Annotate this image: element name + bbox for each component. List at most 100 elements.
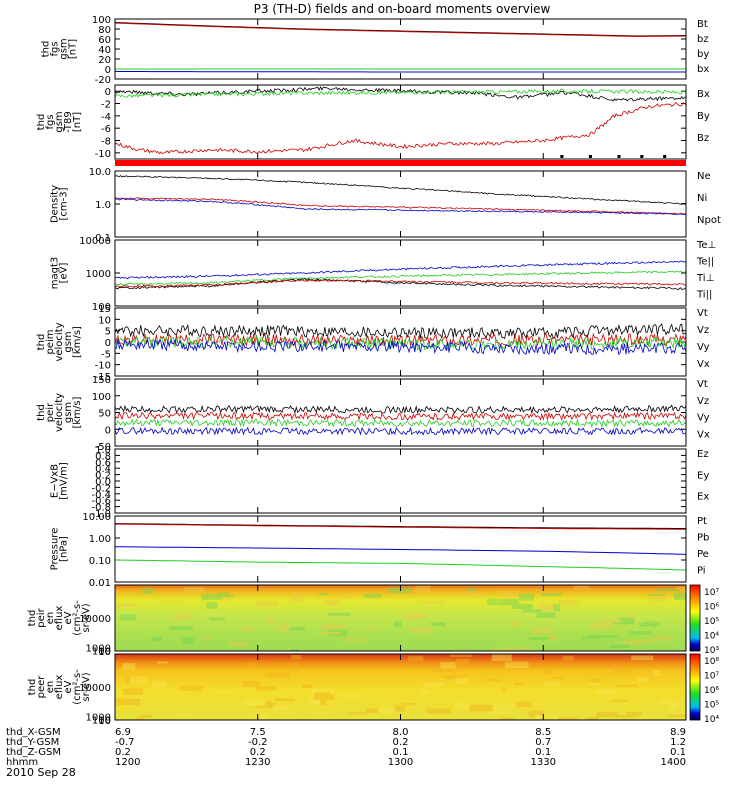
series-line-Pb [115, 523, 686, 530]
series-group [115, 404, 686, 436]
legend-Pt: Pt [697, 516, 707, 527]
heatmap-cell [247, 714, 270, 720]
ytick-label: 100 [92, 302, 111, 313]
heatmap-cell [291, 596, 303, 602]
heatmap-cell [548, 635, 558, 641]
heatmap-cell [510, 621, 522, 626]
heatmap-cell [538, 604, 554, 612]
ytick-label: -1.0 [91, 509, 111, 520]
ytick-label: 40 [98, 45, 111, 56]
heatmap-cell [492, 703, 513, 709]
heatmap-cell [308, 700, 327, 706]
legend-Ni: Ni [697, 193, 707, 204]
heatmap-cell [410, 627, 434, 633]
series-group [115, 260, 686, 290]
heatmap-cell [267, 672, 291, 678]
heatmap-cell [119, 614, 137, 621]
heatmap-cell [491, 648, 510, 651]
legend-By: By [697, 111, 710, 122]
heatmap-cell [346, 712, 369, 715]
heatmap-cell [430, 668, 455, 672]
xaxis-tick-value: 0.1 [670, 747, 686, 758]
series-line-Vx [115, 426, 686, 436]
ytick-label: 1000 [86, 713, 111, 724]
ylabel-line: eV [63, 611, 74, 624]
heatmap-cell [201, 593, 222, 601]
series-line-Ni [115, 175, 686, 205]
heatmap-cell [484, 678, 501, 682]
ylabel-line: peir [36, 607, 47, 627]
ylabel-line: thd [36, 114, 47, 131]
heatmap-cell [587, 716, 599, 720]
ylabel-line: Density [50, 185, 61, 223]
legend-Vt: Vt [697, 379, 708, 390]
figure-title: P3 (TH-D) fields and on-board moments ov… [254, 2, 551, 16]
series-line-Bz [115, 101, 686, 155]
heatmap-cell [191, 686, 203, 692]
ylabel-line: [nT] [68, 39, 79, 59]
ytick-label: 150 [92, 375, 111, 386]
legend-bz: bz [697, 34, 709, 45]
heatmap-cell [617, 617, 635, 625]
heatmap-cell [308, 699, 321, 706]
heatmap-cell [615, 684, 638, 687]
panel-density [114, 170, 687, 238]
panel-peim_velocity [114, 307, 687, 377]
heatmap-cell [674, 593, 686, 601]
heatmap-cell [660, 700, 670, 705]
heatmap-cell [156, 661, 168, 664]
colorbar-label: 10⁵ [704, 617, 719, 627]
legend-Te||: Te|| [696, 257, 714, 268]
xaxis-tick-value: 8.9 [670, 727, 686, 738]
heatmap-field [115, 654, 686, 720]
quality-flag-bar [115, 160, 686, 166]
ylabel-line: fgs [50, 41, 61, 56]
panel-peir_eflux [114, 584, 701, 652]
heatmap-cell [195, 587, 203, 592]
heatmap-cell [363, 593, 382, 598]
heatmap-cell [515, 701, 532, 708]
heatmap-cell [431, 622, 446, 627]
colorbar-label: 10⁷ [704, 672, 719, 682]
ylabel-line: [nPa] [59, 536, 70, 562]
colorbar-label: 10⁴ [704, 632, 719, 642]
heatmap-cell [626, 711, 643, 716]
legend-Vt: Vt [697, 308, 708, 319]
legend-Pi: Pi [697, 566, 706, 577]
ylabel-line: eflux [54, 675, 65, 700]
colorbar-label: 10⁶ [704, 603, 719, 613]
ylabel-line: [mV/m] [59, 462, 70, 500]
heatmap-cell [242, 680, 261, 688]
panel-fgs_gsm_detrended [114, 84, 687, 160]
ytick-label: 0.0 [95, 477, 111, 488]
ylabel-line: eV [63, 680, 74, 693]
heatmap-cell [131, 696, 145, 699]
heatmap-cell [542, 604, 561, 612]
heatmap-cell [563, 655, 574, 661]
heatmap-cell [518, 593, 534, 601]
heatmap-cell [289, 626, 306, 631]
heatmap-cell [567, 718, 587, 720]
xaxis-tick-value: 1400 [661, 757, 686, 768]
colorbar-label: 10⁵ [704, 701, 719, 711]
heatmap-cell [544, 669, 552, 674]
ytick-label: -0.6 [91, 496, 111, 507]
colorbar-label: 10⁷ [704, 588, 719, 598]
heatmap-cell [291, 648, 300, 651]
ytick-label: 0.4 [95, 464, 111, 475]
heatmap-cell [589, 682, 600, 685]
heatmap-cell [422, 600, 445, 605]
ytick-label: -4 [101, 112, 111, 123]
heatmap-cell [125, 677, 136, 684]
heatmap-cell [255, 686, 276, 691]
xaxis-tick-value: -0.7 [115, 737, 135, 748]
colorbar-label: 10⁶ [704, 686, 719, 696]
ylabel-line: thd [41, 41, 52, 58]
flag-marker [617, 155, 621, 158]
ylabel-line: [cm-3] [59, 187, 70, 220]
ytick-label: 10000 [79, 683, 111, 694]
heatmap-cell [378, 706, 396, 714]
series-line-Vy [115, 418, 686, 428]
ytick-label: 15 [98, 304, 111, 315]
heatmap-cell [137, 716, 145, 720]
